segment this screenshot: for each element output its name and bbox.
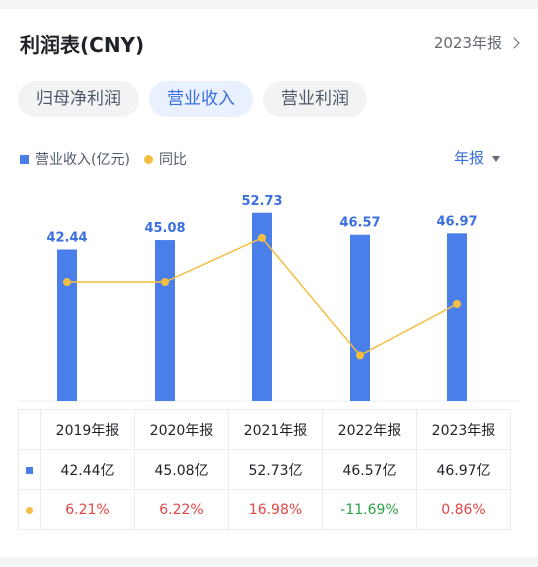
table-cell: 46.97亿 [416, 449, 511, 490]
bar-value-label: 52.73 [241, 194, 282, 209]
bar-marker-icon [26, 466, 33, 474]
yoy-point [161, 277, 169, 286]
tab-net-profit[interactable]: 归母净利润 [18, 81, 139, 117]
table-row-yoy: 6.21% 6.22% 16.98% -11.69% 0.86% [18, 489, 511, 530]
report-period-link[interactable]: 2023年报 [433, 32, 520, 53]
report-period-label: 2023年报 [433, 34, 502, 52]
bar-legend-label: 营业收入(亿元) [35, 152, 130, 168]
table-cell: 0.86% [416, 489, 511, 530]
period-select[interactable]: 年报 [454, 147, 500, 168]
table-header-cell: 2019年报 [40, 409, 135, 450]
revenue-bar [447, 233, 467, 401]
caret-down-icon [492, 155, 500, 162]
table-corner-cell [18, 409, 41, 450]
table-cell: 45.08亿 [134, 449, 229, 490]
data-table: 2019年报 2020年报 2021年报 2022年报 2023年报 42.44… [18, 409, 511, 530]
dot-marker-icon [26, 506, 33, 514]
table-row-revenue: 42.44亿 45.08亿 52.73亿 46.57亿 46.97亿 [18, 449, 511, 490]
table-cell: -11.69% [322, 489, 417, 530]
table-cell: 46.57亿 [322, 449, 417, 490]
bar-value-label: 46.97 [436, 214, 477, 229]
bar-value-label: 45.08 [144, 221, 185, 236]
tab-operating-profit[interactable]: 营业利润 [263, 81, 367, 117]
bar-value-label: 42.44 [46, 230, 87, 245]
revenue-row-marker [18, 449, 41, 490]
bar-value-label: 46.57 [339, 216, 380, 231]
yoy-point [258, 233, 266, 242]
revenue-bar [252, 212, 272, 401]
table-cell: 42.44亿 [40, 449, 135, 490]
table-header-row: 2019年报 2020年报 2021年报 2022年报 2023年报 [18, 409, 511, 450]
table-cell: 16.98% [228, 489, 323, 530]
period-select-value: 年报 [453, 149, 484, 167]
chart-legend: 营业收入(亿元) 同比 [20, 149, 187, 169]
bar-legend-swatch [20, 154, 29, 164]
yoy-point [453, 299, 461, 308]
table-cell: 6.22% [134, 489, 229, 530]
table-header-cell: 2023年报 [416, 409, 511, 450]
yoy-row-marker [18, 489, 41, 530]
table-cell: 52.73亿 [228, 449, 323, 490]
revenue-bar [155, 240, 175, 401]
card-header: 利润表(CNY) 2023年报 [20, 29, 520, 57]
table-header-cell: 2022年报 [322, 409, 417, 450]
yoy-point [356, 351, 364, 360]
card-title: 利润表(CNY) [20, 33, 145, 57]
line-legend-swatch [143, 154, 153, 164]
tab-revenue[interactable]: 营业收入 [149, 81, 253, 117]
line-legend-label: 同比 [158, 152, 187, 168]
revenue-bar [350, 234, 370, 401]
table-header-cell: 2021年报 [228, 409, 323, 450]
revenue-bar [57, 249, 77, 401]
table-header-cell: 2020年报 [134, 409, 229, 450]
yoy-point [63, 278, 71, 287]
table-cell: 6.21% [40, 489, 135, 530]
metric-tabs: 归母净利润 营业收入 营业利润 [18, 81, 367, 117]
